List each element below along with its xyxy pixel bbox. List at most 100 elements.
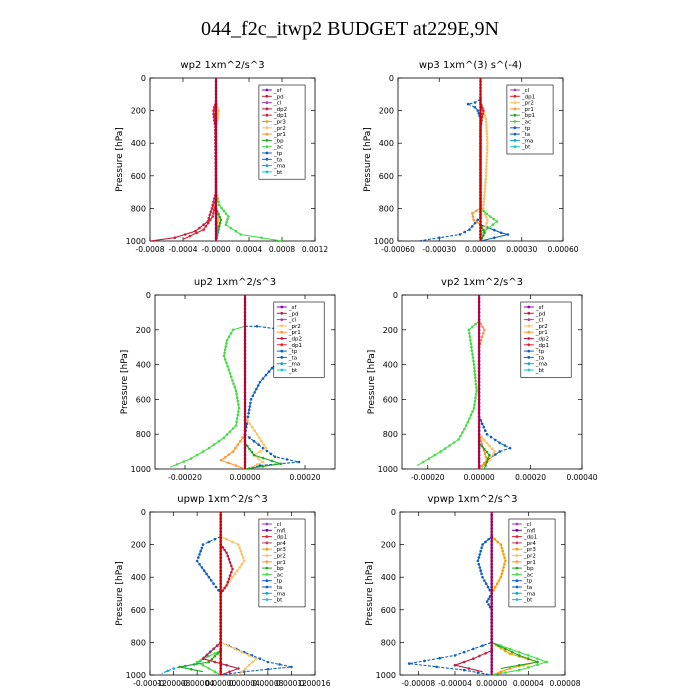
x-tick-label: -0.00012 (133, 679, 167, 688)
series-marker-tp (255, 387, 258, 391)
series-marker-ac (468, 335, 472, 339)
series-marker-bp (483, 447, 486, 451)
series-marker-bp (504, 647, 507, 651)
series-marker-tp (481, 575, 484, 579)
series-marker-tp (435, 665, 439, 669)
series-marker-ac (474, 376, 477, 379)
series-marker-pd (225, 551, 228, 555)
series-marker-ac (517, 668, 521, 672)
series-marker-tp (473, 106, 477, 109)
x-tick-label: 0.00000 (205, 679, 236, 688)
series-marker-tp (251, 394, 255, 398)
series-marker-bp (219, 218, 223, 222)
legend-label: _bp (273, 566, 284, 572)
series-marker-bp (482, 234, 485, 237)
series-marker-tp (479, 549, 483, 553)
series-marker-bp (270, 459, 274, 463)
legend-label: _cl (521, 88, 530, 94)
series-marker-ac (461, 431, 464, 434)
series-marker-pr3 (495, 582, 499, 585)
legend-marker (513, 88, 517, 92)
series-marker-dp1 (202, 228, 205, 231)
legend-marker (265, 107, 269, 111)
series-marker-pd (462, 660, 466, 664)
series-marker-ac (225, 342, 228, 345)
series-marker-pr2 (240, 553, 244, 556)
series-marker-pr2 (237, 543, 240, 546)
series-marker-dp1 (188, 234, 192, 238)
x-tick-label: -0.00008 (157, 679, 191, 688)
legend-label: _tp (273, 579, 283, 585)
series-marker-pr1 (227, 461, 230, 465)
x-tick-label: 0.00016 (299, 679, 330, 688)
y-tick-label: 800 (381, 638, 396, 647)
chart-title: wp2 1xm^2/s^3 (180, 60, 264, 71)
series-marker-bp (483, 231, 486, 235)
legend-label: _cl (273, 522, 282, 528)
legend-label: _cl (288, 318, 297, 324)
chart-panel-1: wp2 1xm^2/s^3 Pressure [hPa] 0 200 400 600 800… (115, 60, 328, 254)
series-marker-ac (439, 450, 442, 453)
series-marker-pr3 (493, 537, 497, 541)
legend-label: _pr1 (523, 560, 536, 566)
y-axis-label: Pressure [hPa] (115, 561, 125, 626)
series-marker-tp (476, 109, 480, 112)
series-marker-tp (466, 102, 470, 106)
series-marker-pd (226, 554, 230, 558)
x-tick-label: -0.0008 (136, 245, 165, 254)
series-marker-ac (232, 382, 235, 386)
series-marker-ac (235, 417, 239, 420)
series-marker-tp (258, 464, 262, 467)
series-marker-ac (231, 328, 235, 332)
chart-panel-2: wp3 1xm^(3) s^(-4) Pressure [hPa] 0 200 400 6… (363, 60, 579, 254)
series-marker-ta (493, 228, 496, 232)
series-marker-pr2 (490, 447, 494, 451)
series-marker-tp (485, 600, 489, 603)
series-group (161, 512, 293, 675)
series-marker-pd (221, 546, 224, 549)
legend-box (258, 84, 306, 180)
chart-panel-6: vpwp 1xm^2/s^3 Pressure [hPa] 0 200 400 600 80… (365, 494, 581, 688)
series-marker-tp (480, 422, 484, 426)
series-marker-ac (226, 365, 229, 368)
series-marker-pr1 (241, 436, 244, 440)
series-marker-ac (471, 410, 474, 413)
series-marker-pr2 (483, 438, 486, 442)
series-marker-tp (290, 665, 293, 669)
series-marker-ma (172, 667, 175, 670)
series-marker-pr2 (493, 450, 496, 453)
series-marker-bp (511, 650, 514, 654)
plot-frame (399, 511, 566, 676)
series-marker-tp (267, 370, 271, 373)
legend-marker (280, 311, 284, 315)
legend-label: _dp1 (521, 94, 535, 100)
series-marker-ac (182, 460, 186, 463)
x-tick-label: -0.00004 (180, 679, 214, 688)
y-tick-label: 200 (381, 541, 396, 550)
series-marker-pr2 (225, 537, 228, 541)
legend-marker (527, 311, 531, 315)
series-marker-ac (195, 660, 199, 664)
series-marker-tp (481, 644, 484, 647)
series-marker-tp (266, 668, 270, 671)
x-tick-label: 0.00008 (549, 679, 580, 688)
x-tick-label: -0.00020 (168, 473, 202, 482)
legend-label: _ta (273, 585, 282, 591)
series-marker-pd (208, 650, 212, 654)
legend-label: _pr3 (273, 547, 287, 553)
series-marker-tp (256, 384, 260, 387)
series-marker-pr3 (499, 543, 503, 546)
legend-label: _sf (535, 305, 545, 311)
series-marker-pd (208, 213, 212, 217)
legend-marker (513, 101, 517, 104)
series-marker-ac (527, 666, 530, 669)
series-marker-pr1 (480, 464, 484, 468)
x-tick-label: 0.00060 (547, 245, 578, 254)
series-marker-tp (479, 569, 483, 572)
series-marker-pr2 (483, 194, 486, 197)
series-marker-tp (248, 405, 252, 408)
series-marker-pr2 (483, 187, 487, 191)
legend-marker (515, 547, 519, 551)
y-tick-label: 0 (141, 74, 146, 83)
